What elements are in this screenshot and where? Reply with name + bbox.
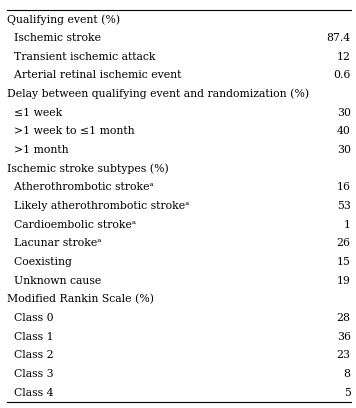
Text: Cardioembolic strokeᵃ: Cardioembolic strokeᵃ: [7, 220, 136, 230]
Text: Likely atherothrombotic strokeᵃ: Likely atherothrombotic strokeᵃ: [7, 201, 189, 211]
Text: Modified Rankin Scale (%): Modified Rankin Scale (%): [7, 294, 154, 304]
Text: 30: 30: [337, 108, 351, 118]
Text: 16: 16: [337, 182, 351, 193]
Text: Atherothrombotic strokeᵃ: Atherothrombotic strokeᵃ: [7, 182, 154, 193]
Text: Unknown cause: Unknown cause: [7, 276, 101, 286]
Text: Class 3: Class 3: [7, 369, 54, 379]
Text: 53: 53: [337, 201, 351, 211]
Text: 36: 36: [337, 332, 351, 341]
Text: Arterial retinal ischemic event: Arterial retinal ischemic event: [7, 71, 182, 80]
Text: 5: 5: [344, 388, 351, 397]
Text: Qualifying event (%): Qualifying event (%): [7, 14, 120, 25]
Text: 23: 23: [337, 350, 351, 360]
Text: 87.4: 87.4: [326, 33, 351, 43]
Text: Ischemic stroke subtypes (%): Ischemic stroke subtypes (%): [7, 164, 169, 174]
Text: Class 4: Class 4: [7, 388, 54, 397]
Text: Lacunar strokeᵃ: Lacunar strokeᵃ: [7, 238, 101, 248]
Text: 12: 12: [337, 52, 351, 62]
Text: 8: 8: [344, 369, 351, 379]
Text: 19: 19: [337, 276, 351, 286]
Text: ≤1 week: ≤1 week: [7, 108, 62, 118]
Text: 1: 1: [344, 220, 351, 230]
Text: 30: 30: [337, 145, 351, 155]
Text: Delay between qualifying event and randomization (%): Delay between qualifying event and rando…: [7, 89, 309, 100]
Text: 15: 15: [337, 257, 351, 267]
Text: Class 0: Class 0: [7, 313, 54, 323]
Text: 26: 26: [337, 238, 351, 248]
Text: 0.6: 0.6: [333, 71, 351, 80]
Text: 40: 40: [337, 126, 351, 136]
Text: Coexisting: Coexisting: [7, 257, 72, 267]
Text: Ischemic stroke: Ischemic stroke: [7, 33, 101, 43]
Text: >1 month: >1 month: [7, 145, 69, 155]
Text: 28: 28: [337, 313, 351, 323]
Text: Transient ischemic attack: Transient ischemic attack: [7, 52, 156, 62]
Text: >1 week to ≤1 month: >1 week to ≤1 month: [7, 126, 135, 136]
Text: Class 2: Class 2: [7, 350, 54, 360]
Text: Class 1: Class 1: [7, 332, 54, 341]
